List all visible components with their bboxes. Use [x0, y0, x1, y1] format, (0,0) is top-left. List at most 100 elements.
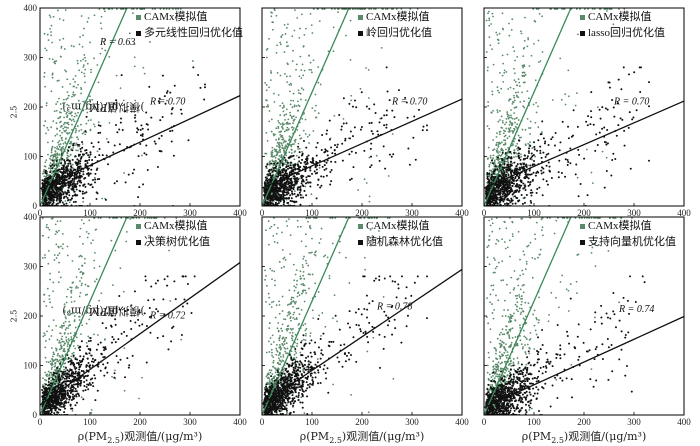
- optimized-point: [269, 174, 272, 177]
- optimized-point: [308, 175, 311, 178]
- optimized-point: [606, 129, 609, 132]
- camx-point: [501, 12, 504, 15]
- camx-point: [301, 150, 304, 153]
- camx-point: [333, 114, 336, 117]
- camx-point: [560, 98, 563, 101]
- optimized-point: [325, 174, 328, 177]
- optimized-point: [528, 152, 531, 155]
- camx-point: [574, 104, 577, 107]
- optimized-point: [51, 163, 54, 166]
- optimized-point: [51, 196, 54, 199]
- optimized-point: [407, 147, 410, 150]
- camx-point: [43, 71, 46, 74]
- camx-point: [298, 36, 301, 39]
- camx-point: [280, 35, 283, 38]
- camx-point: [282, 127, 284, 130]
- camx-point: [61, 326, 63, 329]
- optimized-point: [62, 196, 65, 199]
- camx-point: [46, 126, 49, 129]
- optimized-point: [97, 132, 100, 135]
- camx-point: [59, 134, 62, 137]
- optimized-point: [264, 193, 267, 196]
- optimized-point: [550, 138, 553, 141]
- camx-point: [282, 104, 285, 107]
- optimized-point: [280, 181, 283, 184]
- optimized-point: [554, 144, 557, 147]
- optimized-point: [508, 168, 511, 171]
- camx-point: [489, 156, 492, 159]
- camx-point: [66, 122, 69, 125]
- camx-point: [361, 8, 364, 10]
- camx-point: [538, 12, 541, 15]
- camx-point: [284, 163, 286, 166]
- camx-point: [55, 158, 58, 161]
- camx-point: [69, 312, 72, 315]
- camx-point: [286, 142, 289, 145]
- camx-point: [270, 11, 273, 14]
- camx-point: [142, 66, 145, 69]
- optimized-point: [161, 74, 164, 77]
- camx-point: [78, 315, 80, 318]
- optimized-point: [499, 200, 502, 203]
- optimized-point: [572, 109, 575, 112]
- legend-marker-optimized: [580, 31, 585, 36]
- camx-point: [295, 68, 297, 71]
- camx-point: [68, 112, 71, 115]
- camx-point: [275, 138, 278, 141]
- camx-point: [508, 129, 511, 132]
- camx-point: [279, 123, 282, 126]
- optimized-point: [274, 178, 277, 181]
- camx-point: [47, 141, 49, 144]
- camx-point: [285, 108, 288, 111]
- camx-point: [576, 176, 579, 179]
- optimized-point: [518, 157, 521, 160]
- camx-point: [289, 75, 292, 78]
- optimized-point: [499, 187, 502, 190]
- camx-point: [84, 68, 87, 71]
- optimized-point: [76, 158, 79, 161]
- optimized-point: [550, 177, 553, 180]
- optimized-point: [527, 150, 530, 153]
- optimized-point: [323, 151, 326, 154]
- camx-point: [275, 52, 278, 54]
- optimized-point: [520, 184, 523, 187]
- optimized-point: [275, 175, 278, 178]
- optimized-point: [520, 163, 523, 166]
- optimized-point: [266, 163, 269, 166]
- scatter-points: [41, 217, 196, 415]
- camx-point: [90, 409, 93, 411]
- optimized-point: [311, 172, 314, 175]
- camx-point: [65, 129, 67, 132]
- camx-point: [295, 63, 298, 66]
- optimized-point: [342, 122, 345, 125]
- optimized-point: [330, 146, 333, 149]
- optimized-point: [501, 195, 504, 198]
- optimized-point: [329, 183, 332, 186]
- camx-point: [273, 134, 275, 137]
- camx-point: [539, 60, 542, 62]
- camx-point: [277, 127, 280, 129]
- optimized-point: [279, 172, 282, 175]
- optimized-point: [118, 128, 121, 131]
- optimized-point: [309, 160, 312, 163]
- camx-point: [315, 104, 317, 107]
- optimized-point: [408, 163, 411, 166]
- optimized-point: [296, 193, 299, 196]
- camx-point: [515, 84, 518, 87]
- optimized-point: [533, 145, 536, 148]
- optimized-point: [87, 171, 90, 174]
- optimized-point: [63, 170, 66, 173]
- optimized-point: [60, 188, 63, 191]
- camx-point: [63, 126, 66, 128]
- camx-point: [88, 318, 91, 321]
- optimized-point: [505, 166, 508, 169]
- camx-point: [604, 8, 607, 10]
- camx-point: [501, 120, 504, 122]
- r-value-label: R = 0.70: [149, 97, 185, 108]
- optimized-point: [56, 194, 59, 197]
- camx-point: [292, 119, 295, 122]
- camx-point: [104, 49, 107, 52]
- camx-point: [57, 9, 59, 12]
- camx-point: [272, 133, 275, 135]
- camx-point: [518, 81, 521, 84]
